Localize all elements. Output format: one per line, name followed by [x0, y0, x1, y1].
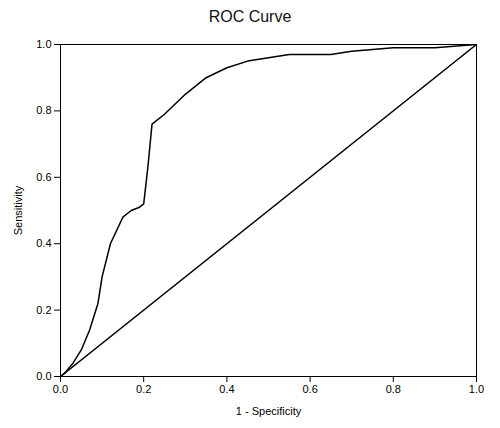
- svg-text:0.2: 0.2: [36, 304, 51, 316]
- svg-text:0.0: 0.0: [53, 383, 68, 395]
- svg-text:0.0: 0.0: [36, 370, 51, 382]
- svg-text:1.0: 1.0: [469, 383, 484, 395]
- svg-text:Sensitivity: Sensitivity: [12, 185, 24, 235]
- svg-text:0.4: 0.4: [36, 237, 51, 249]
- svg-text:1.0: 1.0: [36, 38, 51, 50]
- html-text:ROC Curve: ROC Curve: [208, 8, 292, 25]
- svg-text:0.6: 0.6: [36, 171, 51, 183]
- svg-text:0.8: 0.8: [36, 104, 51, 116]
- svg-text:0.2: 0.2: [136, 383, 151, 395]
- svg-text:0.4: 0.4: [219, 383, 234, 395]
- svg-text:0.8: 0.8: [386, 383, 401, 395]
- svg-text:1 - Specificity: 1 - Specificity: [236, 405, 302, 417]
- svg-text:0.6: 0.6: [302, 383, 317, 395]
